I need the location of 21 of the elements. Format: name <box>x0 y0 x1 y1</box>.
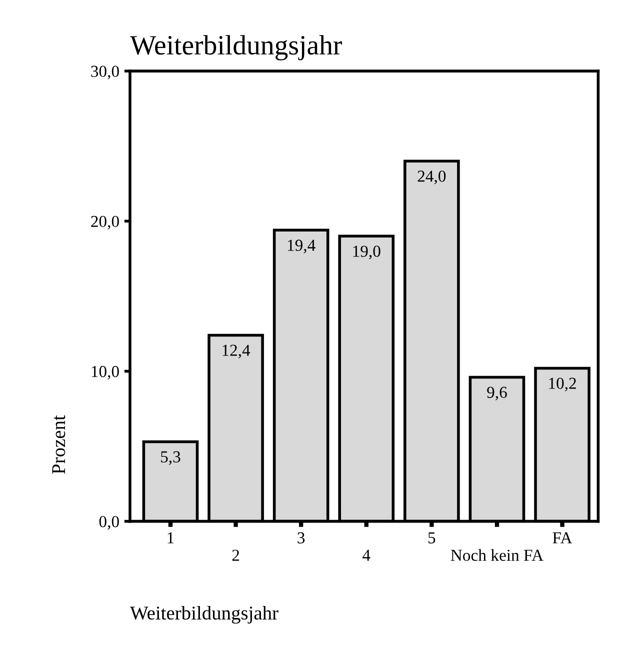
y-tick-label: 20,0 <box>91 216 119 230</box>
y-axis-title: Prozent <box>52 415 66 474</box>
chart-title: Weiterbildungsjahr <box>130 35 342 60</box>
x-tick-label: FA <box>552 532 572 544</box>
x-axis-title: Weiterbildungsjahr <box>130 606 278 624</box>
data-label: 19,4 <box>288 240 316 254</box>
data-label: 10,2 <box>549 378 576 392</box>
x-tick-label: 5 <box>428 532 436 544</box>
x-tick-label: 3 <box>298 532 305 544</box>
data-label: 9,6 <box>487 386 507 400</box>
x-tick-label: 1 <box>168 532 174 544</box>
data-label: 24,0 <box>418 170 446 184</box>
data-label: 19,0 <box>353 246 380 260</box>
x-tick-label: Noch kein FA <box>450 549 544 561</box>
x-tick-label: 2 <box>232 550 240 561</box>
data-label: 12,4 <box>222 344 250 358</box>
y-tick-label: 0,0 <box>99 516 119 530</box>
data-label: 5,3 <box>161 451 180 465</box>
x-tick-label: 4 <box>362 550 370 561</box>
y-tick-label: 30,0 <box>91 66 119 80</box>
y-tick-label: 10,0 <box>92 366 119 380</box>
